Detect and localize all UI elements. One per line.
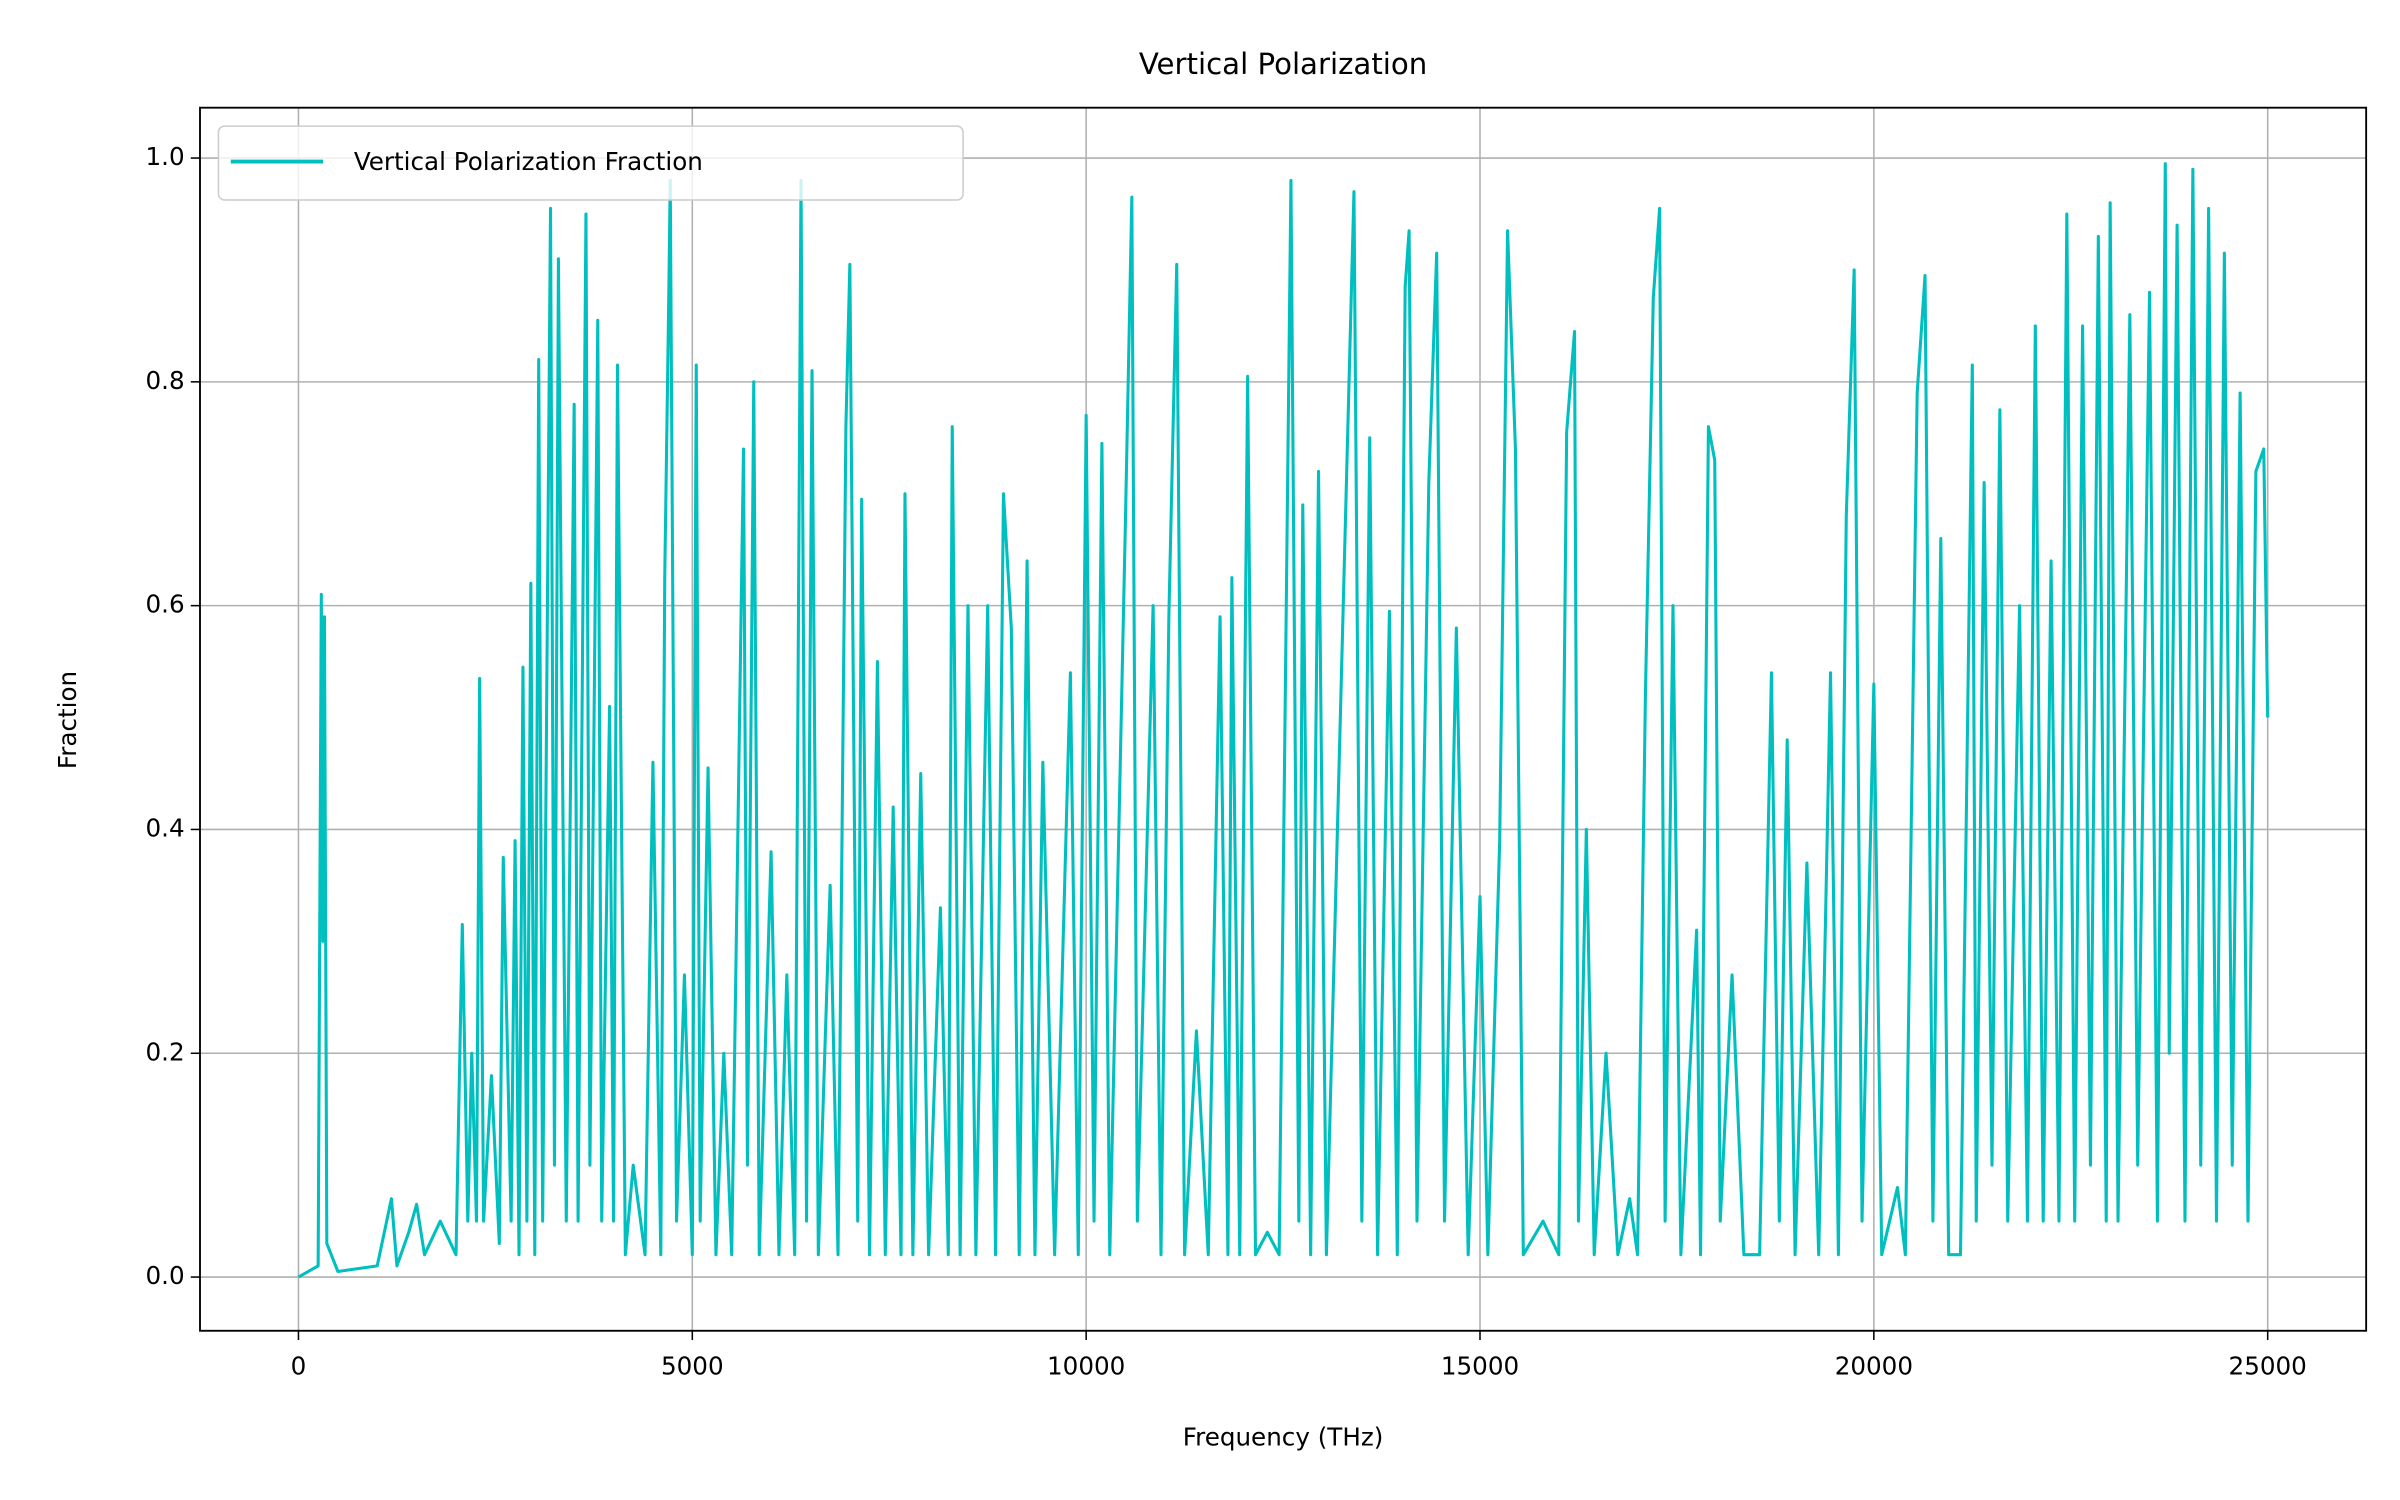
data-line [297, 162, 2270, 1279]
x-tick-label: 25000 [2229, 1352, 2307, 1381]
x-tick-label: 5000 [661, 1352, 724, 1381]
chart-title: Vertical Polarization [1139, 47, 1427, 81]
x-tick-label: 10000 [1047, 1352, 1125, 1381]
legend: Vertical Polarization Fraction [217, 125, 964, 201]
x-axis-label: Frequency (THz) [1183, 1422, 1384, 1451]
plot-frame [199, 106, 2368, 1332]
y-axis-label: Fraction [53, 671, 82, 769]
x-tick-label: 20000 [1835, 1352, 1913, 1381]
legend-label: Vertical Polarization Fraction [354, 147, 703, 176]
y-tick-label: 0.2 [145, 1037, 184, 1066]
y-tick-label: 0.0 [145, 1261, 184, 1290]
x-tick-label: 0 [291, 1352, 307, 1381]
x-tick-label: 15000 [1441, 1352, 1519, 1381]
y-tick-label: 1.0 [145, 142, 184, 171]
y-tick-label: 0.6 [145, 590, 184, 619]
y-tick-label: 0.8 [145, 366, 184, 395]
y-tick-label: 0.4 [145, 813, 184, 842]
plot-layer [297, 162, 2270, 1279]
legend-box [217, 125, 964, 201]
